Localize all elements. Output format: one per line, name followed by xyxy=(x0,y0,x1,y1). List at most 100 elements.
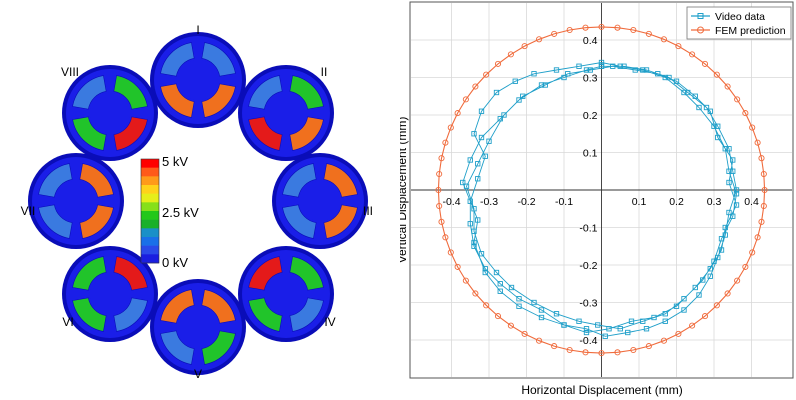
video-point xyxy=(711,258,717,264)
video-point xyxy=(726,146,732,152)
video-point xyxy=(666,74,672,81)
video-point xyxy=(685,89,691,96)
colorbar-segment xyxy=(141,237,159,246)
fem-point xyxy=(713,302,720,309)
video-point xyxy=(681,307,687,313)
video-point xyxy=(516,296,522,302)
actuator-label-v: V xyxy=(194,367,202,381)
disc-center xyxy=(178,307,218,347)
video-point xyxy=(467,198,473,204)
video-point xyxy=(598,59,605,66)
video-point xyxy=(516,97,522,103)
colorbar-segment xyxy=(141,254,159,264)
fem-point xyxy=(713,71,720,78)
video-point xyxy=(696,104,702,111)
electrode-4 xyxy=(248,297,283,332)
fem-point xyxy=(754,234,761,241)
video-point xyxy=(718,247,725,253)
video-point xyxy=(722,224,728,231)
video-point xyxy=(583,326,590,332)
video-point xyxy=(471,206,477,212)
video-point xyxy=(628,318,635,324)
fem-point xyxy=(734,277,741,284)
colorbar-segment xyxy=(141,167,159,177)
video-point xyxy=(475,176,481,182)
video-point xyxy=(640,318,646,324)
fem-point xyxy=(521,43,528,50)
video-point xyxy=(662,311,668,317)
electrode-4 xyxy=(282,204,317,239)
electrode-3 xyxy=(79,204,114,239)
fem-point xyxy=(760,202,767,210)
y-tick-label: -0.1 xyxy=(579,223,597,235)
disc-center xyxy=(178,60,218,100)
electrode-4 xyxy=(248,116,283,151)
fem-point xyxy=(598,350,605,357)
video-point xyxy=(576,63,582,69)
legend-video-label: Video data xyxy=(715,11,765,23)
electrode-1 xyxy=(160,289,195,324)
fem-point xyxy=(760,170,767,178)
video-point xyxy=(692,284,698,291)
colorbar-segment xyxy=(141,185,159,194)
video-point xyxy=(662,74,668,81)
fem-point xyxy=(660,337,667,344)
disc-center xyxy=(266,93,306,133)
video-point xyxy=(617,326,623,332)
actuator-label-ii: II xyxy=(321,65,328,79)
video-point xyxy=(482,269,488,276)
video-point xyxy=(460,179,466,186)
fem-point xyxy=(758,155,765,162)
y-tick-label: -0.3 xyxy=(579,298,597,310)
fem-point xyxy=(660,36,667,43)
video-point xyxy=(673,303,680,309)
disc-center xyxy=(90,93,130,133)
electrode-2 xyxy=(113,75,148,110)
fem-point xyxy=(701,60,709,67)
actuator-label-i: I xyxy=(196,23,199,37)
fem-point xyxy=(566,346,573,354)
x-axis-label: Horizontal Displacement (mm) xyxy=(521,383,682,397)
actuator-label-viii: VIII xyxy=(61,65,79,79)
fem-point xyxy=(582,349,589,356)
fem-point xyxy=(761,186,768,194)
video-point xyxy=(471,131,477,137)
colorbar xyxy=(140,158,160,264)
legend: Video data FEM prediction xyxy=(686,6,792,40)
video-point xyxy=(730,157,736,163)
fem-point xyxy=(724,83,731,90)
video-point xyxy=(726,168,732,174)
fem-point xyxy=(447,249,454,256)
video-point xyxy=(538,314,545,321)
video-point xyxy=(662,318,668,324)
video-point xyxy=(583,329,590,336)
video-point xyxy=(643,67,650,73)
video-point xyxy=(482,153,488,159)
electrode-3 xyxy=(289,116,324,151)
fem-point xyxy=(551,30,558,37)
fem-point xyxy=(675,43,682,50)
video-point xyxy=(718,236,725,242)
y-tick-label: 0.4 xyxy=(583,35,598,47)
video-point xyxy=(632,67,638,73)
electrode-3 xyxy=(201,330,236,365)
video-point xyxy=(565,71,571,77)
video-point xyxy=(715,134,721,141)
electrode-4 xyxy=(160,330,195,365)
legend-video-marker xyxy=(697,13,704,19)
video-point xyxy=(621,63,627,69)
fem-point xyxy=(645,343,652,350)
colorbar-label-5kv: 5 kV xyxy=(162,154,188,169)
video-point xyxy=(640,67,646,73)
colorbar-segment xyxy=(141,202,159,212)
x-tick-label: 0.2 xyxy=(669,196,684,208)
electrode-2 xyxy=(113,256,148,291)
legend-box xyxy=(686,6,792,40)
fem-point xyxy=(630,346,637,354)
electrode-2 xyxy=(201,289,236,324)
fem-point xyxy=(749,124,756,131)
video-point xyxy=(681,296,687,302)
fem-point xyxy=(551,343,558,350)
video-point xyxy=(726,179,732,186)
fem-point xyxy=(447,124,454,131)
